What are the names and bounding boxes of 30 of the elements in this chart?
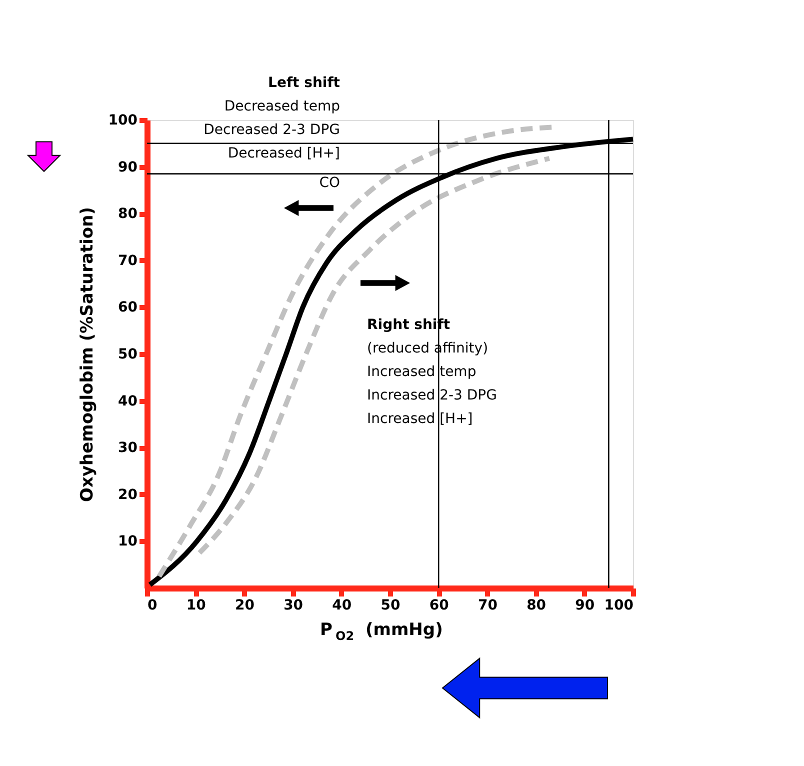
x-tick-label: 50 — [380, 598, 400, 614]
y-tick-label: 100 — [108, 112, 138, 128]
x-tick-label: 80 — [526, 598, 546, 614]
text: Decreased temp — [224, 98, 340, 114]
x-tick-label: 30 — [284, 598, 304, 614]
y-tick-label: 80 — [118, 206, 138, 222]
y-axis-title: Oxyhemoglobim (%Saturation) — [77, 207, 98, 502]
annotation: CO — [319, 175, 340, 191]
y-tick-label: 70 — [118, 252, 138, 269]
annotation: Increased temp — [367, 364, 476, 380]
annotation: Increased [H+] — [367, 411, 473, 427]
y-tick-label: 50 — [118, 346, 138, 362]
x-tick-label: 60 — [429, 598, 450, 614]
y-tick-label: 60 — [118, 300, 138, 316]
text: Left shift — [268, 75, 340, 91]
x-tick-label: 0 — [148, 598, 158, 614]
y-tick-label: 20 — [118, 486, 138, 503]
y-tick-label: 30 — [118, 440, 138, 456]
x-tick-label: 100 — [604, 598, 634, 614]
x-tick-label: 90 — [575, 598, 595, 614]
annotation: Decreased 2-3 DPG — [204, 122, 340, 138]
annotation: Increased 2-3 DPG — [367, 388, 497, 404]
x-tick-label: 40 — [332, 598, 352, 614]
y-tick-label: 10 — [118, 534, 138, 550]
y-tick-label: 90 — [118, 159, 138, 176]
annotation: Decreased [H+] — [228, 146, 340, 162]
x-tick-label: 20 — [234, 598, 255, 614]
x-tick-label: 10 — [186, 598, 206, 614]
y-tick-label: 40 — [118, 393, 138, 410]
x-tick-label: 70 — [478, 598, 498, 614]
